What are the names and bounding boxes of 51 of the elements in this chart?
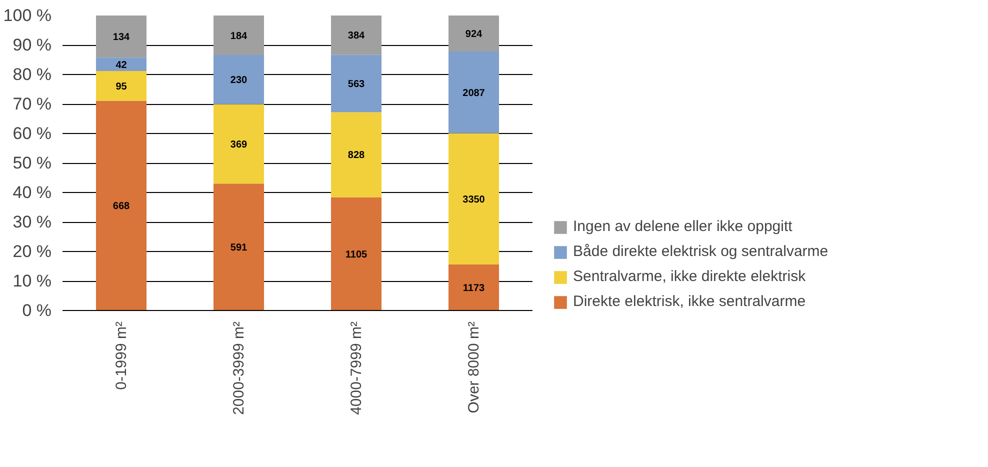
bar [96, 16, 147, 58]
y-tick-label: 0 % [22, 301, 52, 320]
annotation: 369 [230, 139, 248, 150]
y-tick-label: 10 % [12, 272, 52, 290]
x-tick-label: 0-1999 m² [112, 321, 130, 390]
y-tick-label: 30 % [12, 212, 52, 232]
bar [213, 16, 264, 56]
bar [448, 16, 500, 52]
legend-label: Både direkte elektrisk og sentralvarme [573, 243, 828, 260]
y-tick-label: 90 % [12, 36, 52, 54]
y-tick-label: 60 % [12, 124, 52, 143]
annotation: 95 [116, 81, 128, 92]
bar [330, 16, 382, 55]
y-tick-label: 20 % [12, 242, 52, 261]
bar [213, 104, 264, 184]
annotation: 42 [116, 60, 128, 71]
y-tick-label: 50 % [12, 154, 52, 172]
y-tick-label: 40 % [12, 183, 52, 202]
y-tick-label: 100 % [3, 6, 52, 25]
y-tick-label: 80 % [12, 65, 52, 84]
y-tick-label: 70 % [12, 94, 52, 114]
annotation: 924 [465, 28, 483, 40]
annotation: 1173 [462, 282, 486, 294]
legend-label: Ingen av delene eller ikke oppgitt [573, 218, 792, 235]
bar [96, 100, 147, 310]
bar [96, 70, 147, 101]
bar [330, 54, 382, 112]
bar [330, 112, 382, 198]
bar [448, 264, 500, 310]
annotation: 2087 [462, 88, 486, 99]
annotation: 563 [348, 78, 366, 90]
bar [213, 184, 264, 310]
annotation: 3350 [462, 194, 486, 206]
x-tick-label: 2000-3999 m² [230, 321, 248, 415]
annotation: 384 [348, 30, 366, 42]
bar [330, 197, 382, 310]
x-tick-label: Over 8000 m² [465, 321, 482, 414]
annotation: 591 [230, 242, 248, 254]
x-tick-label: 4000-7999 m² [348, 321, 365, 415]
bar [448, 51, 500, 134]
annotation: 134 [112, 32, 130, 44]
annotation: 668 [112, 201, 130, 212]
annotation: 828 [348, 150, 366, 162]
annotation: 184 [230, 30, 248, 42]
bar [448, 133, 500, 264]
legend-label: Direkte elektrisk, ikke sentralvarme [573, 293, 806, 310]
bar [213, 55, 264, 104]
bar [96, 58, 147, 71]
annotation: 1105 [345, 249, 368, 260]
annotation: 230 [230, 75, 248, 86]
legend-label: Sentralvarme, ikke direkte elektrisk [573, 268, 806, 285]
